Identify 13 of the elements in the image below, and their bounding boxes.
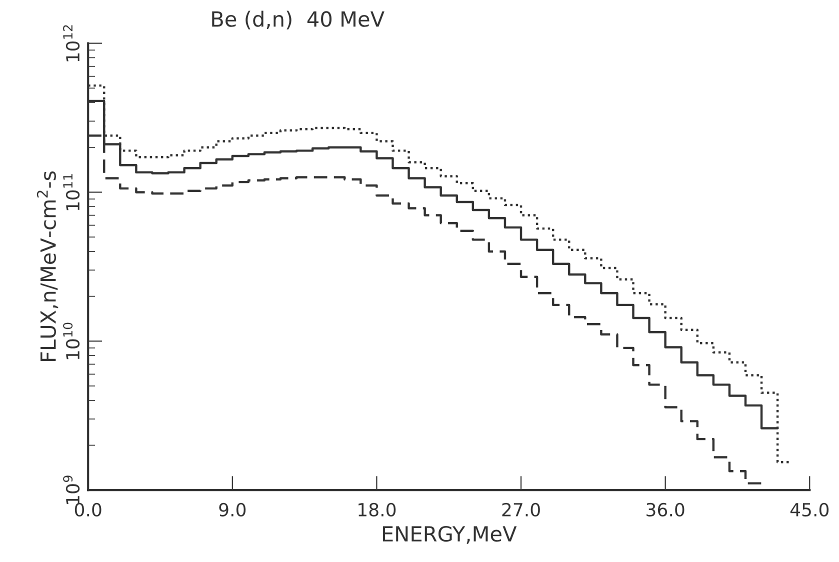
x-tick-label: 18.0 <box>358 502 396 517</box>
x-tick-label: 45.0 <box>790 502 829 517</box>
x-tick-label: 27.0 <box>502 502 540 517</box>
x-tick-label: 0.0 <box>74 502 102 517</box>
y-tick-label: 10$^{9}$ <box>63 476 80 504</box>
chart-title: Be (d,n) 40 MeV <box>212 10 384 30</box>
y-tick-label: 10$^{12}$ <box>63 25 80 62</box>
x-tick-label: 36.0 <box>646 502 684 517</box>
y-tick-label: 10$^{10}$ <box>63 322 80 360</box>
y-axis-title: FLUX,n/MeV-cm$^{2}$-s <box>36 171 58 361</box>
x-tick-label: 9.0 <box>219 502 246 517</box>
y-tick-label: 10$^{11}$ <box>63 174 80 210</box>
x-axis-title: ENERGY,MeV <box>382 526 517 544</box>
